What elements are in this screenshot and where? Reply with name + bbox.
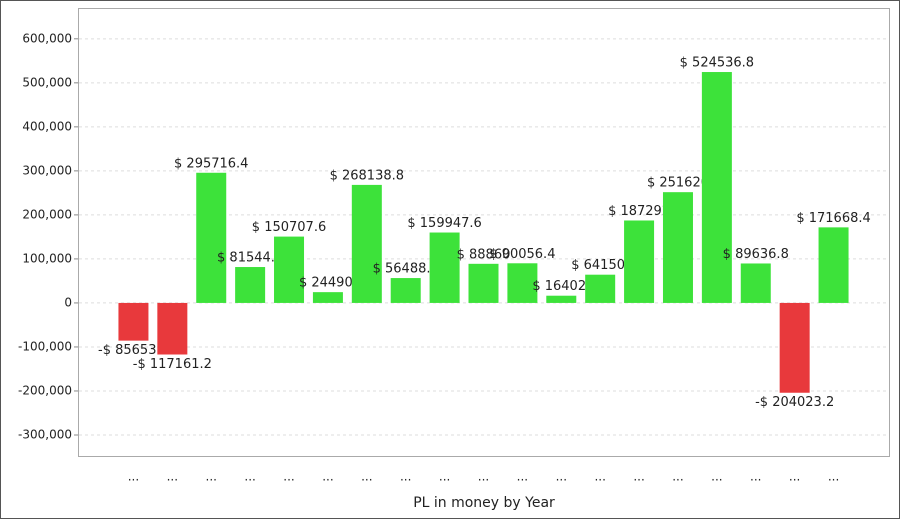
x-tick-label: ... <box>789 470 800 484</box>
value-label: $ 268138.8 <box>330 168 404 183</box>
value-label: -$ 85653.2 <box>98 343 169 358</box>
x-tick-label: ... <box>672 470 683 484</box>
x-tick-label: ... <box>594 470 605 484</box>
bar <box>118 302 149 341</box>
value-label: $ 89636.8 <box>723 247 789 262</box>
value-label: -$ 117161.2 <box>133 357 212 372</box>
x-tick-label: ... <box>244 470 255 484</box>
x-tick-label: ... <box>556 470 567 484</box>
value-label: $ 187292 <box>608 204 670 219</box>
value-label: $ 81544.8 <box>217 251 283 266</box>
value-label: $ 24490. <box>299 276 357 291</box>
x-tick-label: ... <box>439 470 450 484</box>
value-label: $ 150707.6 <box>252 220 326 235</box>
value-label: $ 88860 <box>457 247 511 262</box>
x-tick-label: ... <box>400 470 411 484</box>
y-tick-label: 600,000 <box>22 31 72 45</box>
x-tick-label: ... <box>167 470 178 484</box>
bar <box>351 184 382 303</box>
x-axis-label: PL in money by Year <box>413 495 555 511</box>
bar <box>429 232 460 303</box>
value-label: $ 16402. <box>532 279 590 294</box>
x-tick-label: ... <box>283 470 294 484</box>
x-tick-label: ... <box>128 470 139 484</box>
y-tick-label: 400,000 <box>22 119 72 133</box>
y-tick-label: 300,000 <box>22 163 72 177</box>
bar <box>196 172 227 303</box>
bar <box>740 263 771 303</box>
y-tick-label: -100,000 <box>18 339 72 353</box>
bar <box>390 278 421 303</box>
x-tick-label: ... <box>711 470 722 484</box>
value-label: $ 56488.8 <box>373 262 439 277</box>
y-tick-label: 100,000 <box>22 251 72 265</box>
x-tick-label: ... <box>361 470 372 484</box>
bar <box>779 302 810 393</box>
x-tick-label: ... <box>517 470 528 484</box>
bar <box>662 192 693 303</box>
bar <box>585 274 616 303</box>
bar <box>507 263 538 303</box>
value-label: $ 90056.4 <box>489 247 555 262</box>
bar <box>624 220 655 303</box>
value-label: $ 64150. <box>571 258 629 273</box>
bar <box>274 236 305 303</box>
y-tick-label: 200,000 <box>22 207 72 221</box>
value-label: -$ 204023.2 <box>755 395 834 410</box>
bar <box>312 292 343 303</box>
value-label: $ 295716.4 <box>174 156 248 171</box>
x-tick-label: ... <box>206 470 217 484</box>
bar <box>235 267 266 303</box>
x-tick-label: ... <box>322 470 333 484</box>
bar <box>546 295 577 303</box>
x-tick-label: ... <box>828 470 839 484</box>
bar <box>701 72 732 303</box>
value-label: $ 159947.6 <box>407 216 481 231</box>
value-label: $ 171668.4 <box>796 211 870 226</box>
value-label: $ 251620 <box>647 176 709 191</box>
x-tick-label: ... <box>478 470 489 484</box>
x-tick-label: ... <box>750 470 761 484</box>
y-tick-label: 500,000 <box>22 75 72 89</box>
y-tick-label: -200,000 <box>18 383 72 397</box>
bar <box>157 302 188 355</box>
bar <box>818 227 849 303</box>
y-tick-label: -300,000 <box>18 427 72 441</box>
y-tick-label: 0 <box>64 295 72 309</box>
value-label: $ 524536.8 <box>680 56 754 71</box>
x-tick-label: ... <box>633 470 644 484</box>
bar <box>468 263 499 303</box>
